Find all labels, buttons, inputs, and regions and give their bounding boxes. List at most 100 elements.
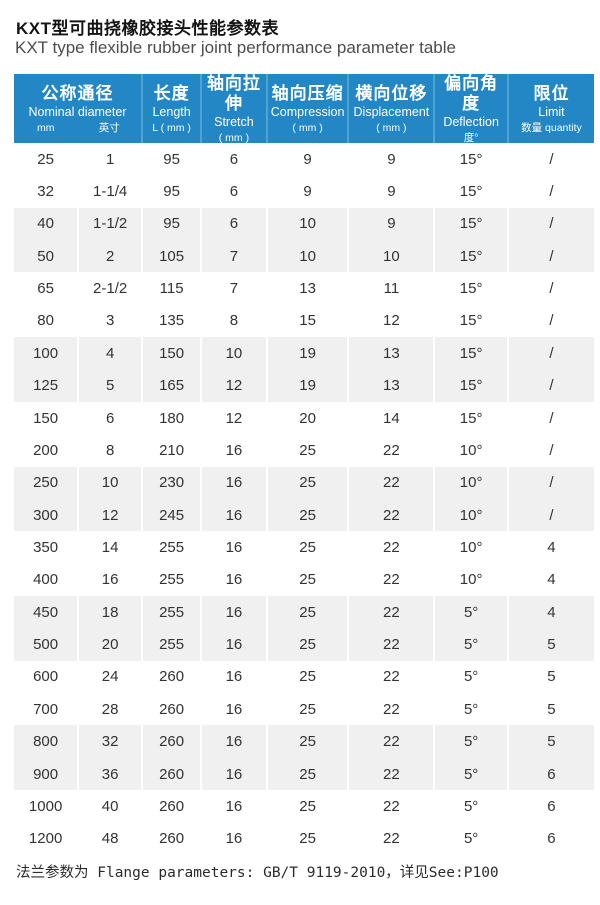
- table-cell: 5°: [433, 693, 507, 726]
- table-row: 1200 48 260 16 25 22 5° 6: [14, 822, 594, 855]
- table-cell: /: [506, 207, 594, 241]
- table-cell: 15°: [433, 401, 507, 435]
- table-row: 450 18 255 16 25 22 5° 4: [14, 596, 594, 629]
- header-label-cn: 轴向压缩: [271, 83, 344, 103]
- table-row: 350 14 255 16 25 22 10° 4: [14, 531, 594, 564]
- table-cell: 15: [265, 304, 348, 338]
- header-label-cn: 限位: [533, 83, 570, 103]
- table-cell: 40: [77, 790, 141, 823]
- table-cell: 25: [265, 757, 348, 791]
- table-cell: 6: [77, 401, 141, 435]
- table-cell: 260: [141, 822, 200, 855]
- table-cell: 260: [141, 757, 201, 791]
- table-cell: 32: [37, 183, 54, 201]
- page-subtitle: KXT type flexible rubber joint performan…: [15, 38, 456, 57]
- table-cell: 200: [33, 441, 59, 459]
- table-cell: 150: [141, 337, 201, 370]
- table-cell: 600: [33, 668, 59, 686]
- header-cell-2: 轴向拉伸 Stretch ( mm ): [200, 74, 266, 144]
- header-label-en: Limit: [538, 104, 565, 119]
- table-cell: 16: [200, 563, 266, 597]
- table-cell: 16: [200, 434, 266, 467]
- table-cell: 16: [200, 531, 266, 564]
- table-cell: 22: [347, 693, 433, 726]
- table-row: 150 6 180 12 20 14 15° /: [14, 401, 594, 435]
- header-label-en: Stretch: [214, 114, 254, 129]
- table-cell: 4: [506, 596, 594, 629]
- table-cell: 16: [200, 822, 266, 855]
- table-cell: 800: [14, 725, 78, 758]
- header-label-en: Deflection: [443, 114, 499, 129]
- table-cell: 1: [77, 143, 141, 176]
- table-cell: 260: [141, 660, 200, 694]
- header-sub-unit: 数量 quantity: [521, 121, 582, 134]
- table-cell: 5°: [433, 596, 507, 629]
- table-cell: 3: [77, 304, 141, 338]
- table-cell: 16: [200, 498, 266, 532]
- table-cell: 12: [347, 304, 433, 338]
- table-cell: 10°: [433, 434, 507, 467]
- table-row: 1000 40 260 16 25 22 5° 6: [14, 790, 594, 823]
- table-cell: /: [506, 369, 594, 402]
- table-cell: 15°: [433, 143, 507, 176]
- table-cell: /: [506, 466, 594, 499]
- header-sub-units: mm 英寸: [14, 122, 141, 135]
- table-cell: 4: [77, 337, 142, 370]
- table-cell: 6: [506, 822, 594, 855]
- table-cell: 255: [141, 563, 200, 597]
- header-label-en: Displacement: [353, 104, 430, 119]
- table-cell: 5: [77, 369, 142, 402]
- table-cell: 6: [506, 757, 594, 791]
- table-cell: 22: [347, 563, 433, 597]
- table-cell: 10°: [433, 563, 507, 597]
- table-cell: 25: [265, 434, 348, 467]
- table-cell: 15°: [433, 304, 507, 338]
- table-cell: 28: [77, 693, 141, 726]
- table-cell: 18: [77, 596, 142, 629]
- table-cell: /: [506, 143, 594, 176]
- table-cell: 5°: [433, 628, 507, 661]
- table-cell: 5°: [433, 822, 507, 855]
- table-cell: 13: [347, 369, 434, 402]
- table-row: 200 8 210 16 25 22 10° /: [14, 434, 594, 467]
- table-cell: 9: [347, 143, 433, 176]
- table-row: 250 10 230 16 25 22 10° /: [14, 466, 594, 499]
- table-cell: 180: [141, 401, 200, 435]
- table-cell: 22: [347, 596, 434, 629]
- table-cell: 20: [77, 628, 142, 661]
- table-cell: 25: [37, 150, 54, 168]
- table-cell: 5°: [433, 660, 507, 694]
- table-cell: 25: [265, 563, 348, 597]
- table-row: 400 16 255 16 25 22 10° 4: [14, 563, 594, 597]
- table-cell: 13: [347, 337, 434, 370]
- table-cell: 8: [200, 304, 266, 338]
- table-cell: 9: [265, 143, 348, 176]
- table-cell: 24: [77, 660, 141, 694]
- header-cell-3: 轴向压缩 Compression ( mm ): [265, 74, 348, 143]
- table-cell: 255: [141, 596, 201, 629]
- header-label-cn: 偏向角度: [444, 73, 499, 113]
- table-cell: 16: [77, 563, 141, 597]
- table-cell: 16: [200, 596, 266, 629]
- table-cell: 5: [506, 725, 594, 758]
- table-cell: 22: [347, 822, 433, 855]
- table-cell: 80: [37, 312, 54, 330]
- table-cell: 5: [506, 693, 594, 726]
- table-cell: 10: [265, 240, 348, 273]
- table-cell: 4: [506, 531, 594, 564]
- table-cell: 5°: [433, 757, 507, 791]
- table-row: 700 28 260 16 25 22 5° 5: [14, 693, 594, 726]
- table-cell: 4: [506, 563, 594, 597]
- table-cell: 9: [265, 175, 348, 208]
- table-cell: /: [506, 401, 594, 435]
- table-cell: 255: [141, 531, 200, 564]
- table-cell: 22: [347, 757, 434, 791]
- table-cell: 25: [265, 628, 348, 661]
- table-cell: 40: [14, 207, 78, 241]
- table-cell: 255: [141, 628, 201, 661]
- header-label-cn: 公称通径: [41, 83, 114, 103]
- table-cell: 50: [14, 240, 78, 273]
- table-row: 25 1 95 6 9 9 15° /: [14, 143, 594, 176]
- table-cell: 115: [141, 272, 200, 305]
- header-sub-unit: ( mm ): [292, 121, 323, 134]
